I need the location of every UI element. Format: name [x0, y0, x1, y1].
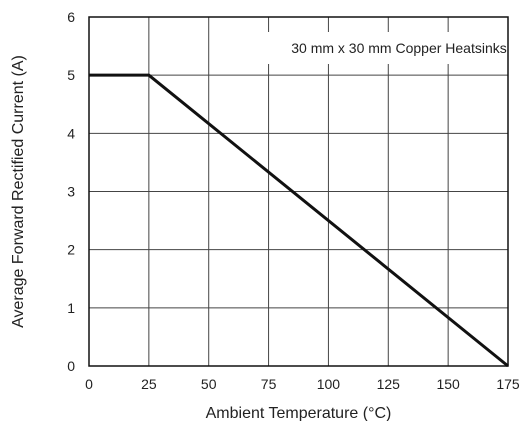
y-tick-label: 5 [67, 67, 75, 83]
x-axis-title: Ambient Temperature (°C) [206, 405, 392, 421]
x-tick-label: 25 [141, 376, 157, 392]
x-tick-label: 75 [261, 376, 277, 392]
x-tick-label: 150 [436, 376, 460, 392]
y-tick-labels: 0 1 2 3 4 5 6 [67, 9, 75, 374]
x-tick-label: 0 [85, 376, 93, 392]
x-tick-labels: 0 25 50 75 100 125 150 175 [85, 376, 520, 392]
x-tick-label: 100 [317, 376, 341, 392]
y-tick-label: 4 [67, 125, 75, 141]
grid-lines [89, 17, 508, 366]
annotation-box [222, 32, 502, 64]
series-line [89, 73, 509, 368]
plot-frame [88, 16, 509, 367]
y-tick-label: 0 [67, 358, 75, 374]
y-tick-label: 6 [67, 9, 75, 25]
annotation-label: 30 mm x 30 mm Copper Heatsinks [291, 40, 507, 56]
series-group [89, 73, 509, 368]
y-tick-label: 2 [67, 242, 75, 258]
y-tick-label: 3 [67, 184, 75, 200]
x-tick-label: 125 [377, 376, 401, 392]
x-tick-label: 50 [201, 376, 217, 392]
x-tick-label: 175 [496, 376, 520, 392]
y-tick-label: 1 [67, 300, 75, 316]
y-axis-title: Average Forward Rectified Current (A) [10, 55, 27, 328]
